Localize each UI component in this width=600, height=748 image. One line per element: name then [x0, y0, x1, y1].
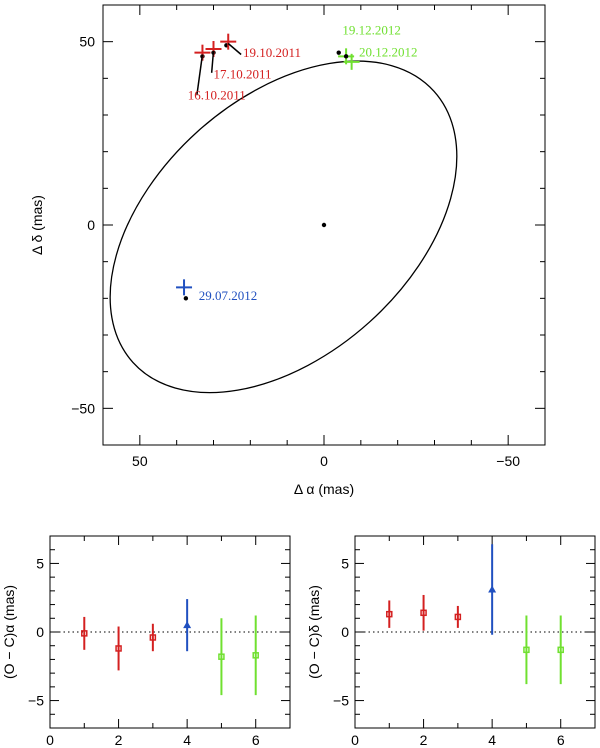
orbit-x-axis-label: Δ α (mas): [294, 481, 354, 497]
residual-delta-y-tick-label: −5: [333, 693, 349, 709]
orbit-y-tick-label: 50: [79, 34, 95, 50]
epoch-label: 16.10.2011: [188, 88, 246, 103]
residual-alpha-x-tick-label: 0: [46, 732, 54, 748]
residual-delta-point-marker: [557, 646, 564, 654]
residual-alpha-point-marker: [218, 653, 225, 660]
epoch-label: 20.12.2012: [359, 44, 418, 59]
residual-delta-point-marker: [420, 609, 427, 617]
residual-delta-x-tick-label: 6: [557, 732, 565, 748]
residual-alpha-x-tick-label: 4: [183, 732, 191, 748]
orbit-x-tick-label: 0: [320, 453, 328, 469]
epoch-model-marker: [343, 54, 349, 59]
orbit-y-tick-label: 0: [87, 217, 95, 233]
residual-alpha-y-tick-label: 5: [36, 555, 44, 571]
residual-delta-y-tick-label: 5: [341, 555, 349, 571]
residual-alpha-y-axis-label: (O − C)α (mas): [1, 585, 17, 679]
residual-delta-y-tick-label: 0: [341, 624, 349, 640]
residual-delta-point-marker: [386, 610, 393, 618]
epoch-leader-line: [196, 54, 204, 95]
epoch-label: 17.10.2011: [214, 66, 272, 81]
epoch-label: 19.12.2012: [342, 22, 401, 37]
epoch-leader-line: [227, 42, 242, 56]
orbit-y-tick-label: −50: [71, 400, 95, 416]
orbit-x-tick-label: 50: [132, 453, 148, 469]
residual-delta-panel: 0 2 4 6 5 0 −5 (O − C)δ (mas): [306, 535, 596, 748]
orbit-x-tick-label: −50: [496, 453, 520, 469]
orbit-panel: 50 0 −50 50 0 −50 16.10.2011 17.10.2011 19.10.2…: [29, 4, 546, 497]
residual-alpha-x-tick-label: 6: [252, 732, 260, 748]
epoch-leader-line: [210, 50, 215, 73]
primary-star-marker: [321, 222, 327, 228]
epoch-model-marker: [183, 296, 189, 301]
residual-alpha-y-tick-label: 0: [36, 624, 44, 640]
residual-alpha-panel: 0 2 4 6 5 0 −5 (O − C)α (mas): [1, 535, 291, 748]
residual-alpha-point-marker: [252, 652, 259, 659]
epoch-label: 29.07.2012: [199, 288, 258, 303]
residual-alpha-point-marker: [183, 621, 192, 629]
epoch-label: 19.10.2011: [243, 45, 301, 60]
residual-delta-point-marker: [488, 585, 497, 593]
residual-delta-point-marker: [523, 646, 530, 654]
residual-alpha-point-marker: [81, 630, 88, 637]
residual-delta-x-tick-label: 0: [351, 732, 359, 748]
residual-alpha-point-marker: [115, 645, 122, 652]
residual-delta-x-tick-label: 4: [488, 732, 496, 748]
residual-alpha-y-tick-label: −5: [28, 693, 44, 709]
residual-delta-x-tick-label: 2: [420, 732, 428, 748]
residual-delta-point-marker: [454, 613, 462, 621]
residual-alpha-point-marker: [149, 634, 157, 641]
residual-alpha-x-tick-label: 2: [115, 732, 123, 748]
orbit-ellipse: [109, 60, 458, 394]
residual-delta-y-axis-label: (O − C)δ (mas): [306, 585, 322, 679]
orbit-y-axis-label: Δ δ (mas): [29, 195, 45, 255]
epoch-model-marker: [336, 50, 341, 55]
